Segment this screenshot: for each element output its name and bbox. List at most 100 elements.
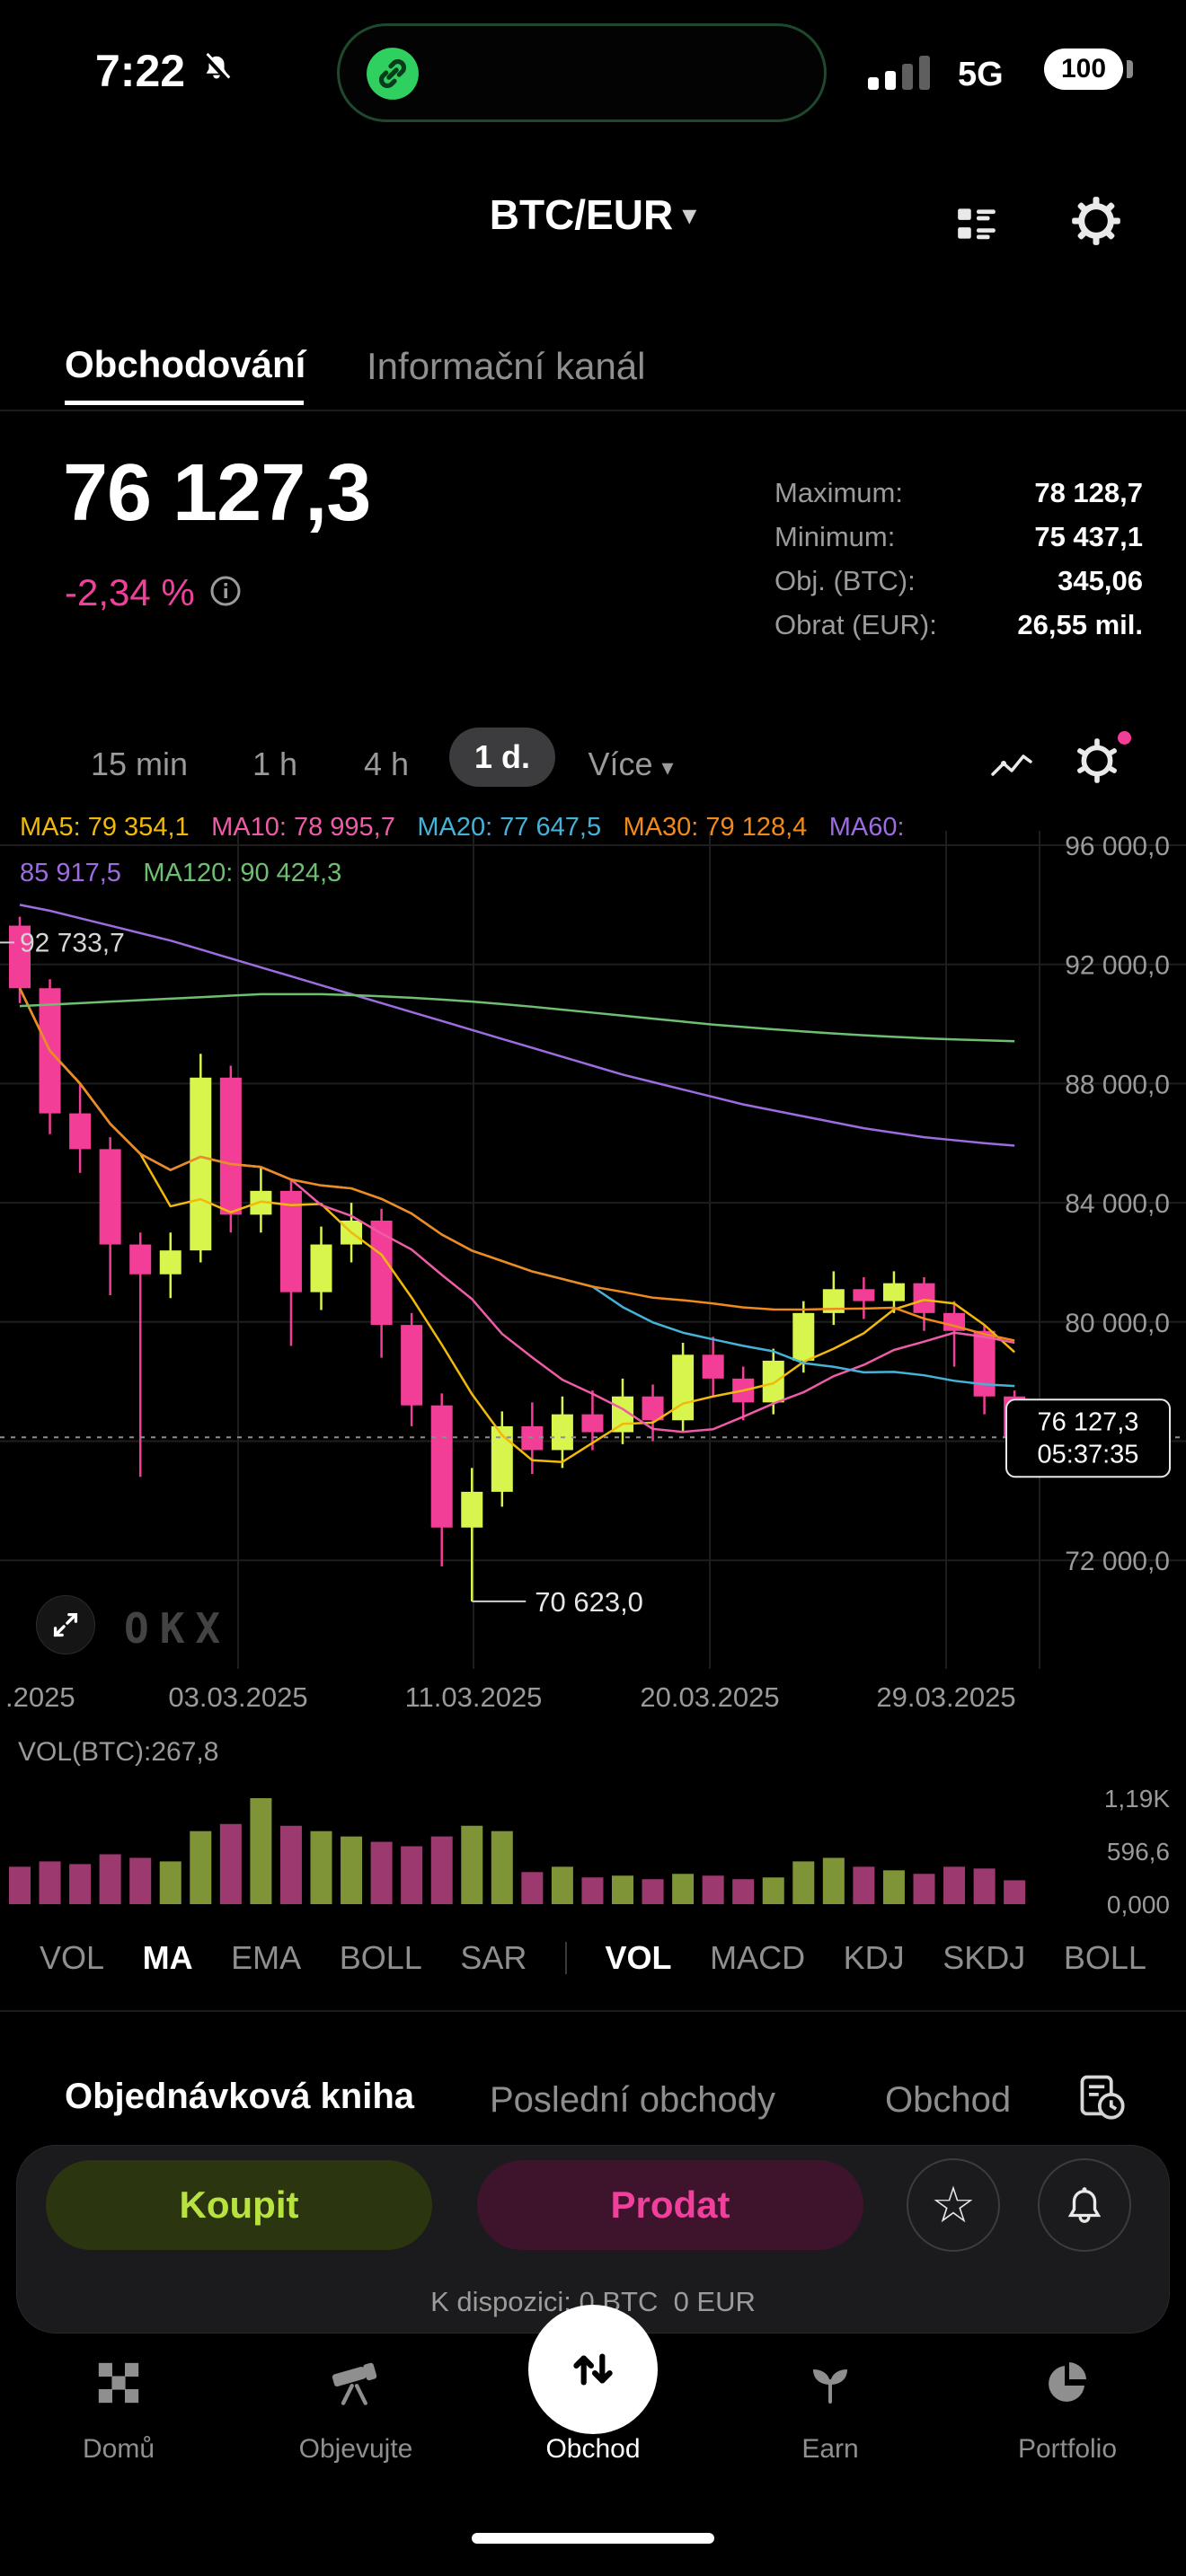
indicator-vol-main[interactable]: VOL xyxy=(40,1939,105,1976)
pair-selector[interactable]: BTC/EUR ▾ xyxy=(490,190,697,239)
stat-row: Maximum: 78 128,7 xyxy=(774,471,1143,515)
expand-chart-button[interactable] xyxy=(36,1595,95,1654)
ma60-label: MA60: xyxy=(828,813,905,842)
indicator-boll-sub[interactable]: BOLL xyxy=(1063,1939,1146,1976)
tab-order-book[interactable]: Objednávková kniha xyxy=(65,2077,415,2116)
notifications-muted-icon xyxy=(199,52,234,91)
svg-text:80 000,0: 80 000,0 xyxy=(1065,1309,1170,1338)
indicator-boll[interactable]: BOLL xyxy=(339,1939,422,1976)
price-chart[interactable]: 96 000,0 92 000,0 88 000,0 84 000,0 80 000,0… xyxy=(0,808,1186,1707)
link-icon xyxy=(365,46,420,106)
indicator-kdj[interactable]: KDJ xyxy=(843,1939,905,1976)
x-tick: 11.03.2025 xyxy=(404,1681,543,1713)
indicator-macd[interactable]: MACD xyxy=(710,1939,806,1976)
x-tick: 29.03.2025 xyxy=(876,1681,1016,1713)
nav-home[interactable]: Domů xyxy=(0,2335,237,2528)
ma-indicator-labels: MA5: 79 354,1 MA10: 78 995,7 MA20: 77 64… xyxy=(20,807,1170,898)
price-change: -2,34 % xyxy=(65,571,195,613)
divider xyxy=(0,410,1186,411)
active-tab-underline xyxy=(65,401,304,405)
stat-label: Obrat (EUR): xyxy=(774,608,937,640)
order-history-icon[interactable] xyxy=(1076,2071,1127,2126)
star-icon: ☆ xyxy=(930,2176,977,2233)
ma5-label: MA5: 79 354,1 xyxy=(20,813,190,842)
trade-arrows-icon xyxy=(573,2353,613,2386)
stat-label: Maximum: xyxy=(774,476,903,508)
portfolio-pie-icon xyxy=(1049,2362,1086,2402)
indicator-skdj[interactable]: SKDJ xyxy=(943,1939,1026,1976)
stat-row: Obj. (BTC): 345,06 xyxy=(774,559,1143,603)
signal-icon xyxy=(868,52,934,94)
nav-portfolio[interactable]: Portfolio xyxy=(949,2335,1186,2528)
dynamic-island[interactable] xyxy=(337,23,827,122)
x-tick: .2025 xyxy=(5,1681,75,1713)
trade-center-button[interactable] xyxy=(528,2305,658,2434)
battery-level: 100 xyxy=(1060,54,1107,84)
chart-type-icon[interactable] xyxy=(988,742,1035,793)
indicator-ma[interactable]: MA xyxy=(142,1939,193,1976)
ma10-label: MA10: 78 995,7 xyxy=(211,813,395,842)
favorite-button[interactable]: ☆ xyxy=(907,2158,1000,2252)
pair-caret-icon: ▾ xyxy=(682,198,697,231)
timeframe-1h[interactable]: 1 h xyxy=(252,745,298,782)
nav-label: Domů xyxy=(82,2434,155,2464)
indicator-vol-sub[interactable]: VOL xyxy=(605,1939,672,1976)
chevron-down-icon: ▾ xyxy=(661,754,674,781)
svg-text:70 623,0: 70 623,0 xyxy=(535,1586,643,1618)
svg-text:92 733,7: 92 733,7 xyxy=(20,928,125,957)
tab-recent-trades[interactable]: Poslední obchody xyxy=(490,2080,776,2120)
info-icon[interactable] xyxy=(209,575,242,612)
notification-dot xyxy=(1118,731,1131,745)
battery-icon: 100 xyxy=(1044,49,1133,90)
ma20-label: MA20: 77 647,5 xyxy=(417,813,602,842)
ma30-label: MA30: 79 128,4 xyxy=(623,813,808,842)
svg-text:05:37:35: 05:37:35 xyxy=(1038,1440,1139,1469)
stat-row: Minimum: 75 437,1 xyxy=(774,515,1143,559)
indicator-ema[interactable]: EMA xyxy=(231,1939,302,1976)
tab-trades-cut[interactable]: Obchod xyxy=(885,2080,1012,2120)
status-time: 7:22 xyxy=(95,46,186,96)
nav-label: Obchod xyxy=(545,2434,641,2464)
stat-label: Obj. (BTC): xyxy=(774,564,916,596)
x-tick: 20.03.2025 xyxy=(640,1681,780,1713)
stat-value: 345,06 xyxy=(1058,564,1143,596)
svg-text:596,6: 596,6 xyxy=(1107,1838,1170,1866)
indicator-sar[interactable]: SAR xyxy=(460,1939,527,1976)
nav-label: Portfolio xyxy=(1017,2434,1118,2464)
svg-text:72 000,0: 72 000,0 xyxy=(1065,1547,1170,1576)
stat-value: 75 437,1 xyxy=(1034,520,1143,552)
home-indicator[interactable] xyxy=(472,2533,714,2544)
trade-action-card: Koupit Prodat ☆ K dispozici: 0 BTC 0 EUR xyxy=(16,2145,1170,2333)
alerts-button[interactable] xyxy=(1038,2158,1131,2252)
nav-label: Earn xyxy=(801,2434,859,2464)
earn-sprout-icon xyxy=(813,2369,847,2404)
buy-button[interactable]: Koupit xyxy=(46,2160,432,2250)
layout-list-icon[interactable] xyxy=(954,201,999,251)
divider xyxy=(564,1942,567,1974)
timeframe-1d-selected[interactable]: 1 d. xyxy=(448,728,556,787)
svg-text:88 000,0: 88 000,0 xyxy=(1065,1070,1170,1099)
timeframe-15min[interactable]: 15 min xyxy=(90,745,189,782)
stat-label: Minimum: xyxy=(774,520,896,552)
x-tick: 03.03.2025 xyxy=(168,1681,308,1713)
tab-trading[interactable]: Obchodování xyxy=(65,343,306,385)
expand-icon xyxy=(53,1612,78,1637)
nav-discover[interactable]: Objevujte xyxy=(237,2335,474,2528)
indicator-tabs: VOL MA EMA BOLL SAR VOL MACD KDJ SKDJ BO… xyxy=(0,1931,1186,1985)
volume-label: VOL(BTC):267,8 xyxy=(18,1737,219,1767)
nav-trade[interactable]: Obchod xyxy=(474,2335,712,2528)
divider xyxy=(0,2010,1186,2012)
chart-settings-icon[interactable] xyxy=(1073,737,1121,790)
nav-earn[interactable]: Earn xyxy=(712,2335,949,2528)
svg-text:84 000,0: 84 000,0 xyxy=(1065,1189,1170,1219)
timeframe-4h[interactable]: 4 h xyxy=(363,745,410,782)
tab-feed[interactable]: Informační kanál xyxy=(367,345,646,387)
timeframe-more[interactable]: Více ▾ xyxy=(588,745,674,782)
settings-gear-icon[interactable] xyxy=(1071,196,1121,251)
status-left: 7:22 xyxy=(95,45,234,97)
svg-text:1,19K: 1,19K xyxy=(1104,1785,1170,1813)
sell-button[interactable]: Prodat xyxy=(477,2160,863,2250)
last-price: 76 127,3 xyxy=(63,448,371,538)
volume-pane: 1,19K 596,6 0,000 xyxy=(0,1729,1186,1919)
